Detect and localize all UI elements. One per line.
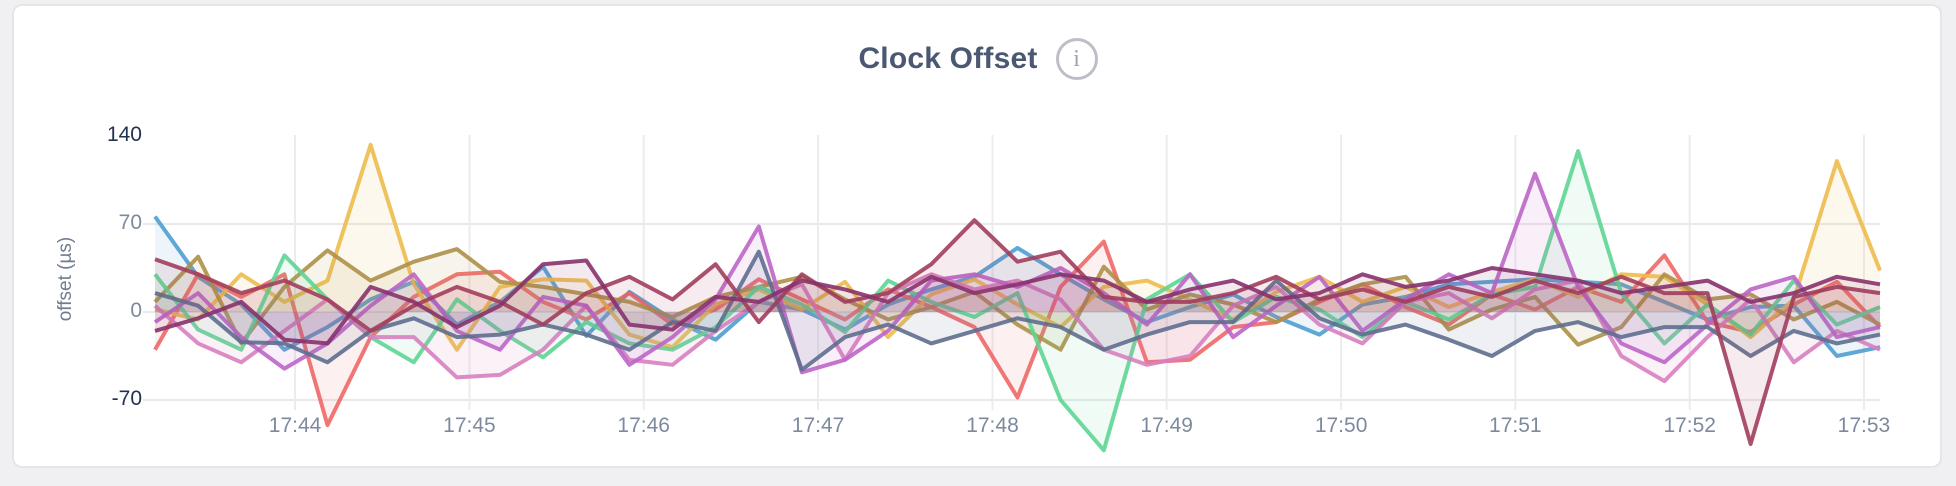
series-7-line bbox=[153, 171, 1881, 375]
x-tick-label: 17:48 bbox=[966, 414, 1019, 437]
y-tick-label: 0 bbox=[130, 299, 142, 322]
x-tick-label: 17:46 bbox=[617, 414, 670, 437]
series-9-line bbox=[154, 218, 1881, 446]
x-tick-label: 17:49 bbox=[1140, 414, 1193, 437]
chart-title: Clock Offset bbox=[858, 42, 1038, 75]
series-3-area bbox=[155, 144, 1880, 350]
x-tick-label: 17:44 bbox=[268, 414, 322, 437]
series-4-area bbox=[155, 249, 1880, 350]
chart-header: Clock Offset i bbox=[0, 38, 1956, 80]
series-9-area bbox=[155, 220, 1880, 444]
series-2-line bbox=[153, 239, 1882, 428]
series-2-area bbox=[155, 241, 1880, 426]
x-tick-label: 17:51 bbox=[1489, 414, 1542, 437]
series-10-line bbox=[154, 258, 1881, 346]
x-tick-label: 17:50 bbox=[1314, 414, 1368, 437]
series-6-area bbox=[155, 274, 1880, 382]
x-tick-label: 17:45 bbox=[443, 414, 496, 437]
y-tick-label: 140 bbox=[106, 123, 142, 146]
info-icon[interactable]: i bbox=[1055, 38, 1098, 80]
y-axis-label: offset (µs) bbox=[55, 236, 76, 322]
clock-offset-card bbox=[12, 4, 1942, 468]
x-tick-label: 17:47 bbox=[791, 414, 845, 437]
y-tick-label: -70 bbox=[111, 387, 142, 410]
y-tick-label: 70 bbox=[118, 211, 142, 234]
series-5-area bbox=[155, 151, 1880, 451]
series-8-area bbox=[155, 251, 1880, 370]
series-4-line bbox=[153, 247, 1881, 352]
x-tick-label: 17:52 bbox=[1663, 414, 1716, 437]
series-8-line bbox=[154, 249, 1881, 372]
x-tick-label: 17:53 bbox=[1837, 414, 1891, 437]
